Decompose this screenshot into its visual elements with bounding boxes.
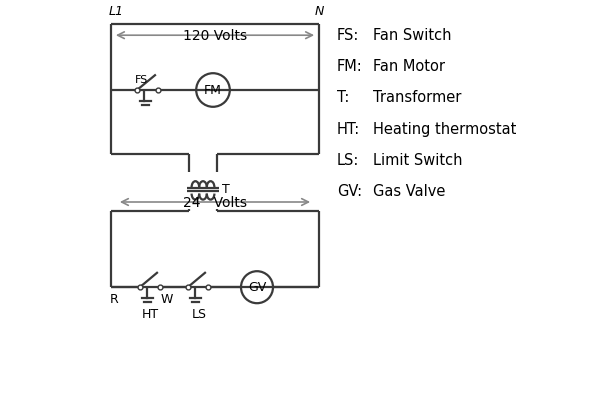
Text: FS:: FS: [337,28,359,43]
Text: Transformer: Transformer [373,90,461,105]
Text: HT:: HT: [337,122,360,136]
Text: Fan Switch: Fan Switch [373,28,451,43]
Text: W: W [160,293,173,306]
Text: GV: GV [248,281,266,294]
Text: HT: HT [142,308,159,321]
Text: Heating thermostat: Heating thermostat [373,122,516,136]
Text: T:: T: [337,90,349,105]
Text: T: T [222,183,230,196]
Text: 120 Volts: 120 Volts [183,29,247,43]
Text: 24   Volts: 24 Volts [183,196,247,210]
Text: LS: LS [192,308,207,321]
Text: Fan Motor: Fan Motor [373,59,445,74]
Text: L1: L1 [109,5,124,18]
Text: Gas Valve: Gas Valve [373,184,445,199]
Text: Limit Switch: Limit Switch [373,153,463,168]
Text: GV:: GV: [337,184,362,199]
Text: R: R [110,293,119,306]
Text: FS: FS [135,75,148,85]
Text: N: N [315,5,324,18]
Text: LS:: LS: [337,153,359,168]
Text: FM:: FM: [337,59,363,74]
Text: FM: FM [204,84,222,96]
